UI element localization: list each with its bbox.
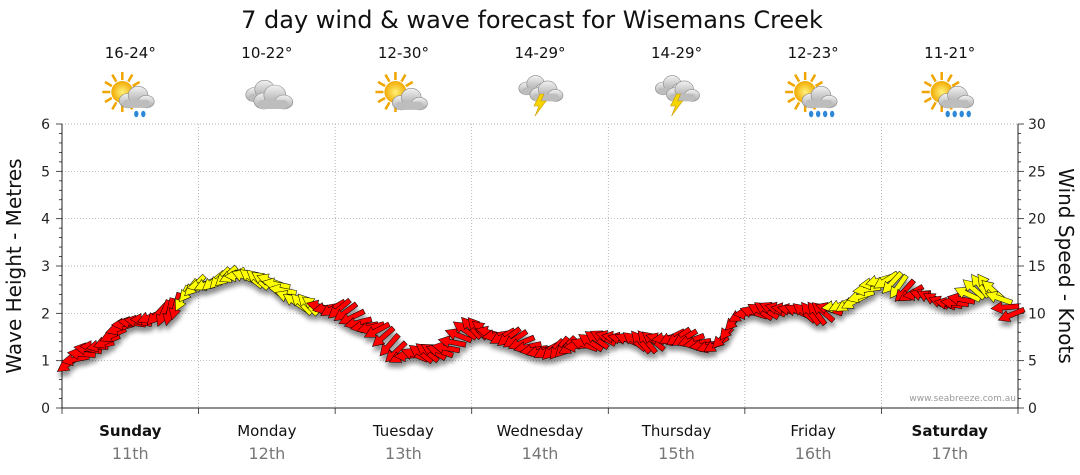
credit-text: www.seabreeze.com.au — [909, 394, 1016, 404]
rain-drop — [945, 110, 950, 118]
rain-drop — [829, 110, 835, 118]
temperature-labels: 16-24° 10-22° 12-30° 14-29° 14-29° 12-23° 11-2… — [105, 44, 976, 62]
day-date-label: 17th — [931, 444, 968, 463]
rain-drop — [966, 110, 971, 118]
wind-arrow — [379, 332, 401, 357]
storm-icon — [518, 75, 564, 117]
day-labels: Sunday 11th Monday 12th Tuesday 13th Wednesday… — [99, 422, 988, 463]
cloud-shape — [118, 86, 155, 109]
day-name-label: Wednesday — [497, 422, 584, 440]
left-axis-ticks: 0 1 2 3 4 5 6 — [41, 117, 50, 417]
lightning-bolt — [670, 93, 684, 117]
wind-arrow — [997, 306, 1026, 322]
day-name-label: Saturday — [912, 422, 989, 440]
left-tick-label: 5 — [41, 164, 50, 180]
day-name-label: Tuesday — [372, 422, 434, 440]
rain-drop — [959, 110, 964, 118]
day-date-label: 14th — [522, 444, 559, 463]
right-tick-label: 25 — [1028, 164, 1046, 180]
right-tick-label: 30 — [1028, 117, 1046, 133]
day-name-label: Monday — [237, 422, 296, 440]
right-axis-ticks: 0 5 10 15 20 25 30 — [1028, 117, 1046, 417]
right-axis-title: Wind Speed - Knots — [1054, 168, 1078, 364]
wind-arrow — [431, 341, 461, 354]
day-date-label: 11th — [112, 444, 149, 463]
axes — [56, 123, 1024, 414]
grid-lines — [62, 123, 1018, 408]
wind-arrow — [578, 334, 604, 353]
day-date-label: 12th — [248, 444, 285, 463]
cloud-shape — [938, 86, 975, 109]
cloud-shape — [253, 84, 294, 110]
rain-drop — [141, 110, 146, 118]
wind-arrows — [56, 264, 1026, 372]
temp-label: 11-21° — [924, 44, 975, 62]
rain-drop — [822, 110, 828, 118]
right-tick-label: 20 — [1028, 212, 1046, 228]
rain-drop — [815, 110, 821, 118]
chart-title: 7 day wind & wave forecast for Wisemans … — [241, 6, 823, 34]
temp-label: 12-23° — [788, 44, 839, 62]
day-name-label: Thursday — [641, 422, 712, 440]
rain-drop — [134, 110, 139, 118]
temp-label: 14-29° — [651, 44, 702, 62]
left-tick-label: 2 — [41, 306, 50, 322]
left-tick-label: 4 — [41, 212, 50, 228]
temp-label: 14-29° — [514, 44, 565, 62]
storm-icon — [655, 75, 700, 117]
day-name-label: Sunday — [99, 422, 162, 440]
wind-arrow — [984, 291, 1013, 306]
rain-drop — [952, 110, 957, 118]
day-date-label: 13th — [385, 444, 422, 463]
rain-drop — [808, 110, 814, 118]
right-tick-label: 0 — [1028, 401, 1037, 417]
left-tick-label: 1 — [41, 354, 50, 370]
temp-label: 16-24° — [105, 44, 156, 62]
wind-arrow — [990, 301, 1020, 315]
day-date-label: 16th — [795, 444, 832, 463]
left-tick-label: 6 — [41, 117, 50, 133]
left-axis-title: Wave Height - Metres — [2, 158, 26, 373]
right-tick-label: 10 — [1028, 306, 1046, 322]
wind-arrow — [363, 321, 391, 338]
day-name-label: Friday — [790, 422, 836, 440]
wind-arrow — [371, 325, 396, 347]
wind-arrow — [444, 328, 473, 344]
wind-arrow — [437, 335, 467, 348]
right-tick-label: 5 — [1028, 354, 1037, 370]
sun-cloud-icon — [375, 72, 428, 112]
right-tick-label: 15 — [1028, 259, 1046, 275]
cloud-shape — [392, 88, 428, 111]
weather-icons — [102, 72, 975, 118]
sun-cloud-heavy-rain-icon — [785, 72, 838, 118]
cloud-shape — [801, 86, 838, 109]
sun-shape — [785, 72, 826, 112]
day-date-label: 15th — [658, 444, 695, 463]
cloud-icon — [245, 80, 294, 110]
sun-cloud-heavy-rain-icon — [921, 72, 975, 118]
lightning-bolt — [533, 93, 547, 117]
left-tick-label: 0 — [41, 401, 50, 417]
sun-cloud-rain-icon — [102, 72, 155, 118]
left-tick-label: 3 — [41, 259, 50, 275]
temp-label: 10-22° — [241, 44, 292, 62]
temp-label: 12-30° — [378, 44, 429, 62]
